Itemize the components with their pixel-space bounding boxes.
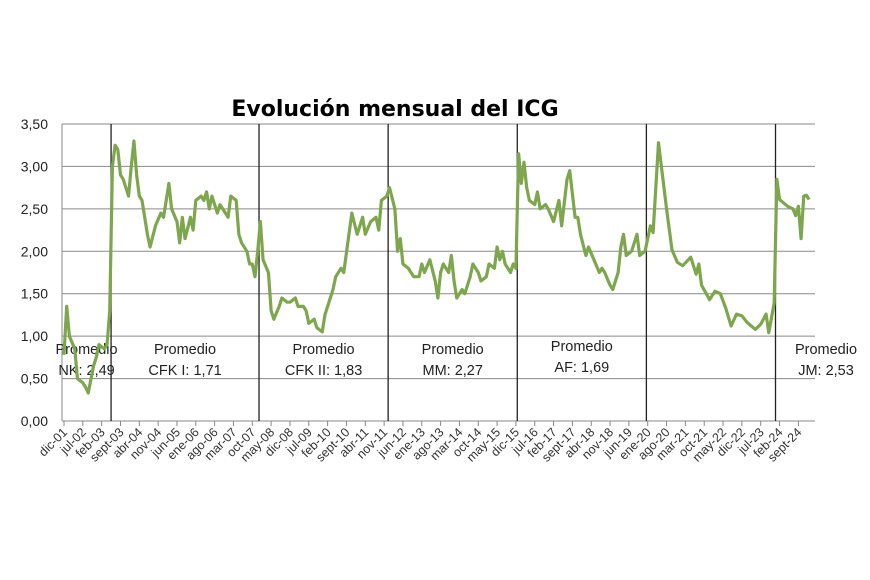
- x-axis-ticks: dic-01jul-02feb-03sept-03abr-04nov-04jun…: [36, 421, 805, 465]
- y-tick-label: 1,50: [21, 286, 48, 302]
- average-label-value: NK: 2,49: [58, 363, 114, 379]
- average-label-value: JM: 2,53: [798, 363, 854, 379]
- average-label-value: CFK II: 1,83: [285, 363, 362, 379]
- average-label-value: AF: 1,69: [554, 360, 609, 376]
- average-label-value: MM: 2,27: [422, 363, 482, 379]
- average-label-title: Promedio: [422, 342, 484, 358]
- y-tick-label: 1,00: [21, 328, 48, 344]
- gridlines: [61, 123, 815, 422]
- series-group: [62, 139, 811, 395]
- chart-title: Evolución mensual del ICG: [231, 97, 558, 122]
- y-tick-label: 0,50: [21, 371, 48, 387]
- icg-series-line: [62, 139, 811, 395]
- average-label-title: Promedio: [293, 342, 355, 358]
- average-label-title: Promedio: [154, 342, 216, 358]
- y-tick-label: 3,00: [21, 158, 48, 174]
- average-label-value: CFK I: 1,71: [148, 363, 221, 379]
- y-tick-label: 0,00: [21, 413, 48, 429]
- y-tick-label: 2,00: [21, 243, 48, 259]
- average-label-title: Promedio: [795, 342, 857, 358]
- period-averages: Promedio NK: 2,49 Promedio CFK I: 1,71 Prome…: [56, 339, 858, 379]
- average-label-title: Promedio: [551, 339, 613, 355]
- y-tick-label: 2,50: [21, 201, 48, 217]
- y-axis-ticks: 0,00 0,50 1,00 1,50 2,00 2,50 3,00 3,50: [21, 116, 48, 429]
- y-tick-label: 3,50: [21, 116, 48, 132]
